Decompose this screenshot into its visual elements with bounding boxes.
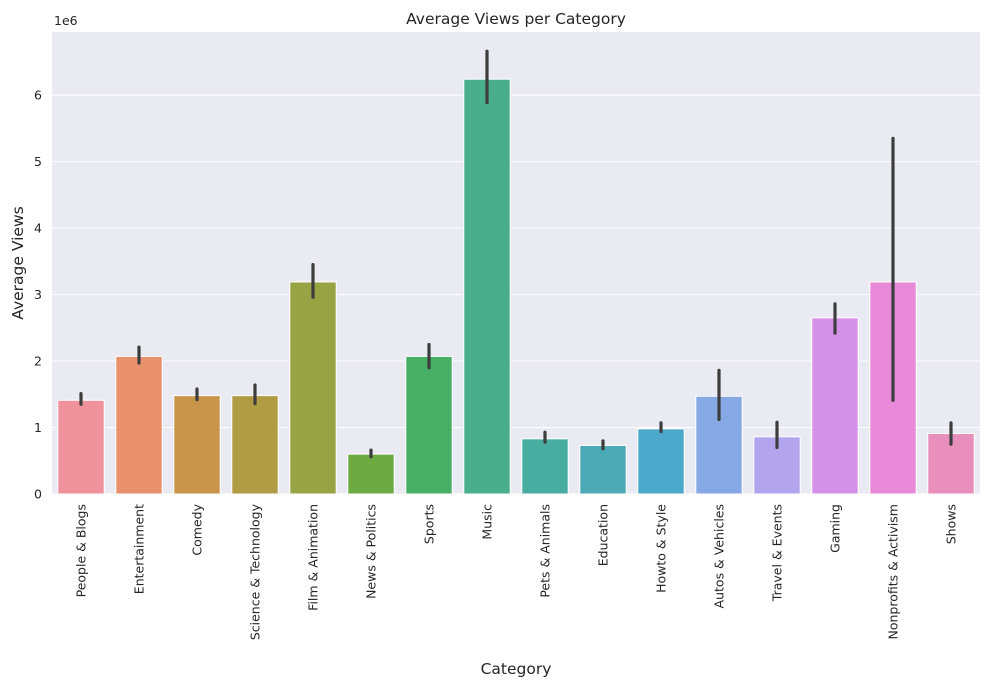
- x-tick-label: Comedy: [190, 503, 205, 555]
- bar: [811, 317, 859, 495]
- x-tick-label: Howto & Style: [654, 504, 669, 593]
- bar: [57, 399, 105, 495]
- error-bars: [79, 49, 953, 459]
- chart-title: Average Views per Category: [406, 10, 626, 28]
- y-tick-label: 0: [34, 487, 42, 502]
- x-tick-label: Science & Technology: [248, 503, 263, 640]
- x-tick-label: Pets & Animals: [538, 504, 553, 598]
- bars: [57, 78, 975, 495]
- bar: [173, 395, 221, 495]
- y-tick-label: 6: [34, 88, 42, 103]
- y-tick-labels: 0 1 2 3 4 5 6: [34, 88, 42, 502]
- y-tick-label: 1: [34, 420, 42, 435]
- y-tick-label: 4: [34, 221, 42, 236]
- bar: [115, 355, 163, 495]
- y-multiplier-label: 1e6: [54, 13, 78, 28]
- bar: [463, 78, 511, 495]
- bar: [637, 428, 685, 495]
- bar: [579, 444, 627, 495]
- y-tick-label: 5: [34, 154, 42, 169]
- x-tick-label: Gaming: [828, 504, 843, 553]
- x-tick-label: Travel & Events: [770, 504, 785, 602]
- x-tick-label: Autos & Vehicles: [712, 504, 727, 608]
- x-tick-label: Education: [596, 504, 611, 566]
- x-tick-label: News & Politics: [364, 504, 379, 599]
- y-tick-label: 3: [34, 287, 42, 302]
- x-tick-label: Sports: [422, 504, 437, 544]
- y-tick-label: 2: [34, 354, 42, 369]
- x-tick-label: Nonprofits & Activism: [886, 504, 901, 640]
- x-tick-label: People & Blogs: [74, 504, 89, 597]
- bar: [405, 355, 453, 495]
- x-tick-label: Music: [480, 504, 495, 540]
- bar: [231, 395, 279, 495]
- y-axis-title: Average Views: [9, 206, 27, 319]
- bar: [289, 281, 337, 495]
- x-tick-labels: People & Blogs Entertainment Comedy Science…: [74, 503, 959, 640]
- x-tick-label: Entertainment: [132, 504, 147, 594]
- x-tick-label: Shows: [944, 504, 959, 544]
- bar: [347, 453, 395, 495]
- x-tick-label: Film & Animation: [306, 504, 321, 611]
- x-axis-title: Category: [481, 660, 552, 678]
- bar: [521, 438, 569, 495]
